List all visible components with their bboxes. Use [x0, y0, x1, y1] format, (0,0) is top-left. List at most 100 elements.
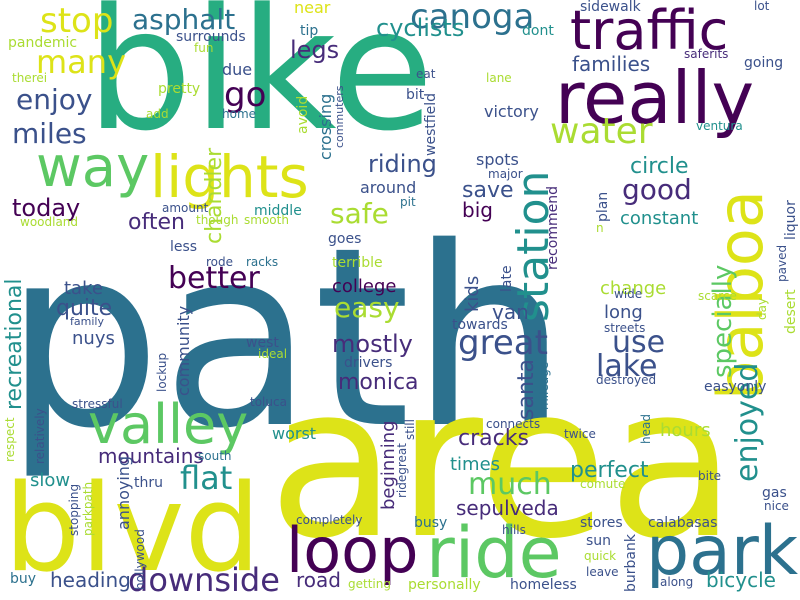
word-lake: lake [596, 349, 658, 384]
word-specially: specially [708, 264, 738, 378]
word-crossing: crossing [316, 93, 335, 160]
word-chandler: chandler [202, 147, 227, 244]
word-personally: personally [408, 577, 481, 593]
word-spots: spots [476, 150, 519, 169]
word-homeless: homeless [510, 577, 577, 593]
word-pandemic: pandemic [8, 35, 78, 51]
word-van: van [492, 300, 529, 324]
word-bit: bit [406, 87, 425, 103]
word-destroyed: destroyed [596, 373, 657, 387]
word-therei: therei [12, 71, 48, 85]
word-middle: middle [254, 203, 302, 219]
word-monica: monica [338, 370, 419, 395]
word-kids: kids [462, 275, 483, 312]
word-safe: safe [330, 197, 389, 230]
word-due: due [222, 60, 253, 79]
word-still: still [403, 419, 417, 440]
word-scarce: scarce [698, 289, 737, 303]
word-burbank: burbank [623, 534, 639, 592]
word-change: change [600, 278, 667, 299]
word-stores: stores [580, 515, 623, 531]
word-flat: flat [180, 459, 233, 497]
word-drivers: drivers [344, 355, 393, 371]
word-amount: amount [162, 201, 209, 215]
word-quick: quick [584, 549, 617, 563]
word-recreational: recreational [2, 278, 27, 410]
word-nice: nice [764, 499, 789, 513]
word-toluca: toluca [250, 395, 287, 409]
word-riding: riding [368, 150, 437, 178]
word-recommend: recommend [545, 186, 561, 270]
word-bite: bite [698, 469, 722, 483]
word-miles: miles [12, 117, 87, 150]
word-head: head [639, 414, 653, 444]
word-avoid: avoid [295, 95, 311, 134]
word-way: way [36, 135, 150, 200]
word-ride: ride [426, 512, 562, 594]
word-hours: hours [660, 420, 711, 441]
word-add: add [146, 107, 169, 121]
word-leave: leave [586, 565, 619, 579]
word-going: going [744, 55, 784, 71]
word-surrounds: surrounds [176, 29, 246, 45]
word-heading: heading [50, 568, 131, 592]
word-bicycle: bicycle [706, 568, 776, 592]
word-less: less [170, 239, 198, 255]
word-stressful: stressful [72, 397, 123, 411]
word-south: south [198, 449, 232, 463]
word-twice: twice [564, 427, 596, 441]
word-paved: paved [775, 244, 789, 282]
word-woodland: woodland [20, 215, 79, 229]
word-smooth: smooth [244, 213, 289, 227]
word-buy: buy [10, 571, 37, 587]
word-legs: legs [290, 36, 340, 64]
word-enjoy: enjoy [16, 83, 93, 116]
word-easyonly: easyonly [704, 379, 767, 395]
word-ridegreat: ridegreat [395, 443, 409, 498]
word-home: home [222, 107, 257, 121]
word-major: major [488, 167, 523, 181]
word-plan: plan [595, 191, 611, 222]
word-near: near [294, 0, 331, 17]
word-west: west [246, 335, 279, 351]
word-park: park [646, 512, 799, 591]
word-many: many [36, 43, 126, 81]
word-streets: streets [604, 321, 646, 335]
word-area: area [268, 340, 737, 585]
word-stopping: stopping [67, 483, 81, 536]
word-lockup: lockup [155, 352, 169, 392]
word-road: road [296, 568, 341, 592]
word-pit: pit [400, 195, 416, 209]
word-big: big [462, 198, 493, 222]
word-desert: desert [783, 289, 799, 334]
word-mountains: mountains [98, 444, 204, 468]
word-rode: rode [206, 255, 234, 269]
word-family: family [70, 315, 104, 328]
word-parkpath: parkpath [81, 481, 95, 536]
word-towards: towards [452, 317, 508, 333]
word-cracks: cracks [458, 426, 529, 451]
word-saferits: saferits [684, 47, 729, 61]
word-easy: easy [334, 291, 400, 324]
word-hills: hills [502, 523, 526, 537]
word-ventura: ventura [696, 119, 743, 133]
word-constant: constant [620, 208, 699, 229]
word-fun: fun [194, 41, 214, 55]
word-bike: bike [86, 0, 434, 168]
word-day: day [755, 297, 769, 320]
word-victory: victory [484, 102, 539, 121]
word-commuters: commuters [333, 85, 346, 148]
word-liquor: liquor [783, 200, 799, 240]
word-loop: loop [286, 514, 419, 587]
word-santa: santa [514, 359, 539, 420]
word-annoying: annoying [114, 455, 133, 530]
word-westfield: westfield [423, 92, 439, 156]
word-downside: downside [128, 561, 280, 599]
word-blvd: blvd [4, 460, 261, 599]
word-late: late [499, 265, 515, 292]
word-long: long [604, 302, 643, 323]
word-worst: worst [272, 424, 317, 443]
word-sepulveda: sepulveda [456, 496, 559, 520]
word-nuys: nuys [72, 328, 115, 349]
